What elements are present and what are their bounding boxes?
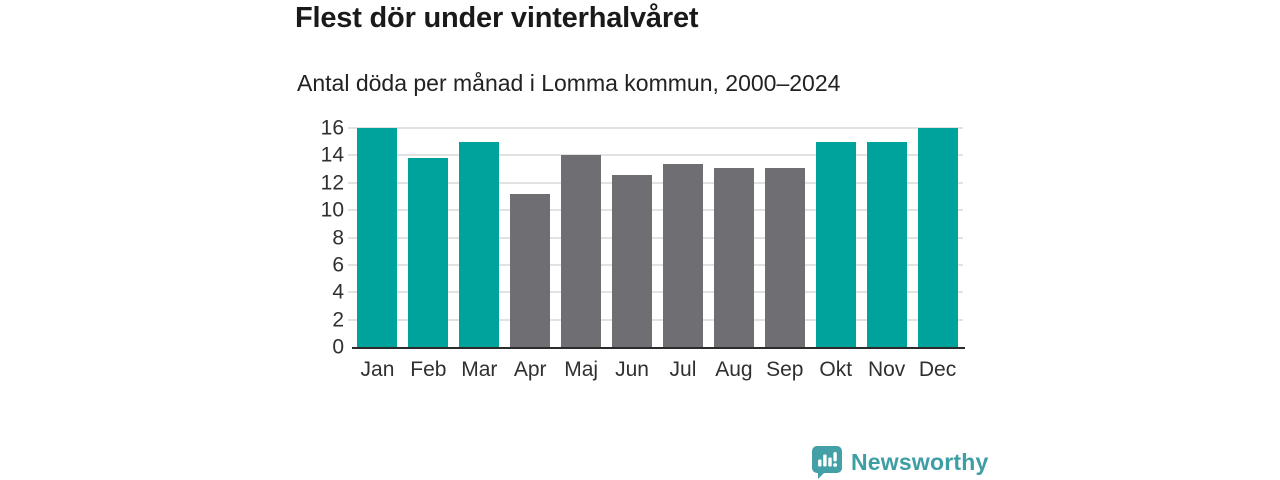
gridline-y12 <box>348 181 963 184</box>
brand-footer: Newsworthy <box>812 446 988 479</box>
gridline-y2 <box>348 318 963 321</box>
gridline-y8 <box>348 236 963 239</box>
brand-name: Newsworthy <box>851 449 989 475</box>
y-axis-tick-8: 8 <box>332 226 344 249</box>
bar-slot-jan <box>352 128 403 347</box>
y-axis-tick-14: 14 <box>320 143 344 167</box>
y-axis-tick-16: 16 <box>320 116 344 140</box>
gridline-y6 <box>348 263 963 266</box>
chart-subtitle: Antal döda per månad i Lomma kommun, 200… <box>297 70 841 96</box>
bar-slot-okt <box>810 128 861 347</box>
x-axis-label-aug: Aug <box>715 358 753 381</box>
bar-sep <box>764 167 805 347</box>
x-axis-label-jan: Jan <box>360 358 395 381</box>
x-axis-label-dec: Dec <box>918 358 957 381</box>
bar-slot-apr <box>505 128 556 347</box>
bar-slot-dec <box>912 128 963 347</box>
bar-dec <box>917 128 958 347</box>
bar-slot-sep <box>759 128 810 347</box>
x-axis-label-mar: Mar <box>461 358 498 381</box>
bar-maj <box>561 155 602 347</box>
bar-slot-jun <box>607 128 658 347</box>
bar-feb <box>408 158 449 347</box>
x-axis-label-jul: Jul <box>669 358 697 381</box>
bar-jun <box>612 174 653 347</box>
y-axis-tick-2: 2 <box>332 308 344 332</box>
bar-slot-feb <box>403 128 454 347</box>
bar-okt <box>815 141 856 347</box>
bar-slot-aug <box>708 128 759 347</box>
x-axis-label-sep: Sep <box>766 358 804 381</box>
y-axis-tick-4: 4 <box>332 280 344 304</box>
bar-slot-nov <box>861 128 912 347</box>
y-axis-tick-10: 10 <box>320 198 344 222</box>
x-axis-line <box>352 346 965 349</box>
x-axis-label-maj: Maj <box>564 358 599 381</box>
bar-jan <box>357 128 398 347</box>
chart-title: Flest dör under vinterhalvåret <box>295 2 699 34</box>
y-axis-tick-12: 12 <box>320 171 344 195</box>
bar-slot-mar <box>454 128 505 347</box>
bar-slot-jul <box>658 128 709 347</box>
gridline-y4 <box>348 291 963 294</box>
bar-nov <box>866 141 907 347</box>
bar-apr <box>510 193 551 347</box>
bar-chart-plot-area: 0 2 4 6 8 10 12 14 16 Jan Feb Mar Apr Maj Jun Jul Aug Sep… <box>321 118 965 381</box>
y-axis-tick-6: 6 <box>332 253 344 277</box>
bar-slot-maj <box>556 128 607 347</box>
gridline-y14 <box>348 154 963 157</box>
bar-jul <box>662 163 703 347</box>
bar-aug <box>713 167 754 347</box>
bar-mar <box>459 141 500 347</box>
x-axis-label-apr: Apr <box>513 358 547 381</box>
x-axis-label-jun: Jun <box>615 358 649 381</box>
x-axis-label-feb: Feb <box>410 358 447 381</box>
x-axis-label-nov: Nov <box>867 358 906 381</box>
y-axis-tick-0: 0 <box>332 335 344 359</box>
gridline-y16 <box>348 127 963 129</box>
x-axis-label-okt: Okt <box>819 358 853 381</box>
gridline-y10 <box>348 209 963 212</box>
newsworthy-logo-icon <box>812 446 842 479</box>
